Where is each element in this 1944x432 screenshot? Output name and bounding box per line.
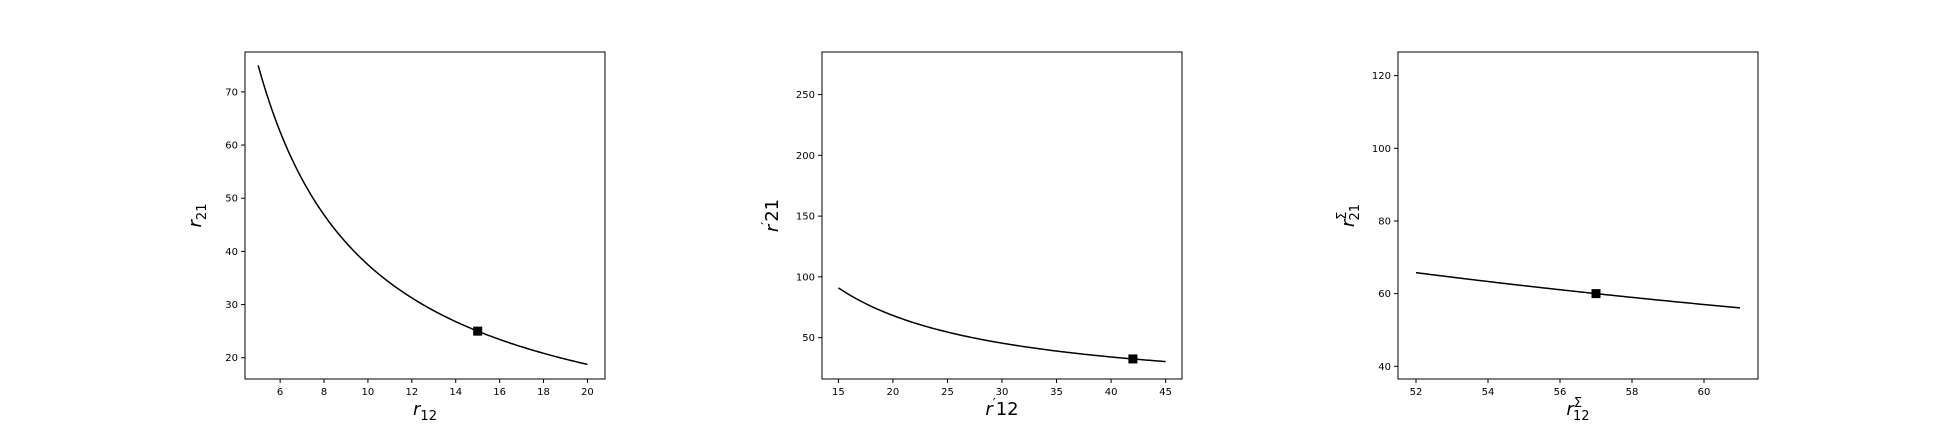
x-tick-label: 20 — [581, 387, 594, 398]
series-line — [1415, 271, 1741, 309]
label-sub: 21 — [195, 204, 210, 221]
y-tick-label: 40 — [225, 247, 238, 258]
label-sup: Σ — [1574, 396, 1582, 411]
x-tick-label: 58 — [1626, 387, 1639, 398]
y-tick-label: 100 — [796, 272, 815, 283]
y-tick-label: 50 — [225, 194, 238, 205]
label-sup: Σ — [1335, 211, 1350, 219]
y-axis-label: r21 — [185, 204, 210, 228]
x-axis-label: rΣ 12 — [1566, 396, 1589, 424]
y-tick-label: 70 — [225, 87, 238, 98]
y-axis-label: r′21 — [760, 199, 783, 232]
label-sub: 21 — [762, 199, 783, 222]
x-tick-label: 14 — [449, 387, 462, 398]
y-tick-label: 20 — [225, 353, 238, 364]
plot-frame — [244, 51, 606, 380]
series-line — [837, 287, 1166, 363]
x-tick-label: 30 — [996, 387, 1009, 398]
y-tick-label: 40 — [1378, 362, 1391, 373]
x-tick-label: 52 — [1410, 387, 1423, 398]
x-tick-label: 60 — [1698, 387, 1711, 398]
x-tick-label: 16 — [493, 387, 506, 398]
x-tick-label: 35 — [1050, 387, 1063, 398]
x-tick-label: 10 — [362, 387, 375, 398]
label-base: r — [762, 223, 783, 232]
series-line — [257, 65, 588, 366]
label-prime: ′ — [760, 222, 775, 225]
y-tick-label: 30 — [225, 300, 238, 311]
y-tick-label: 150 — [796, 212, 815, 223]
y-tick-label: 250 — [796, 90, 815, 101]
x-tick-label: 56 — [1554, 387, 1567, 398]
data-point-marker — [473, 326, 483, 336]
plot-frame — [1397, 51, 1759, 380]
label-sub: 12 — [420, 409, 437, 424]
x-tick-label: 25 — [941, 387, 954, 398]
y-axis-label: rΣ21 — [1335, 204, 1363, 227]
label-sub: 12 — [1573, 409, 1590, 424]
y-tick-label: 100 — [1372, 144, 1391, 155]
x-tick-label: 6 — [277, 387, 283, 398]
label-base: r — [185, 218, 206, 227]
data-point-marker — [1591, 289, 1601, 299]
y-tick-label: 80 — [1378, 216, 1391, 227]
y-tick-label: 60 — [1378, 289, 1391, 300]
label-sub: 21 — [1348, 204, 1363, 221]
x-tick-label: 8 — [321, 387, 327, 398]
x-tick-label: 40 — [1105, 387, 1118, 398]
label-base: r — [1338, 218, 1359, 227]
label-sub: 12 — [996, 399, 1019, 420]
x-axis-label: r12 — [413, 399, 437, 424]
x-tick-label: 12 — [405, 387, 418, 398]
y-tick-label: 120 — [1372, 71, 1391, 82]
x-tick-label: 54 — [1482, 387, 1495, 398]
label-prime: ′ — [993, 397, 996, 412]
label-base: r — [1566, 399, 1575, 420]
x-tick-label: 18 — [537, 387, 550, 398]
x-tick-label: 45 — [1159, 387, 1172, 398]
label-base: r — [413, 399, 422, 420]
plot-frame — [821, 51, 1183, 380]
data-point-marker — [1128, 354, 1138, 364]
label-base: r — [985, 399, 994, 420]
y-tick-label: 200 — [796, 151, 815, 162]
x-tick-label: 20 — [887, 387, 900, 398]
y-tick-label: 60 — [225, 141, 238, 152]
x-tick-label: 15 — [832, 387, 845, 398]
x-axis-label: r′12 — [985, 397, 1018, 420]
y-tick-label: 50 — [802, 333, 815, 344]
